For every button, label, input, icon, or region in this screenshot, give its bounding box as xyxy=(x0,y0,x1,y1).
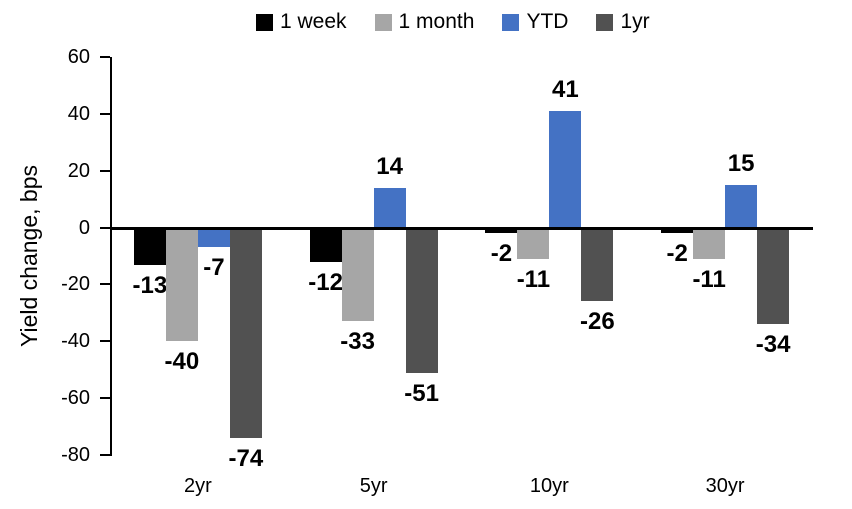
data-label-1-week-5yr: -12 xyxy=(308,268,343,296)
data-label-1yr-30yr: -34 xyxy=(755,331,791,359)
y-tick-mark xyxy=(100,283,110,286)
x-category-label-2yr: 2yr xyxy=(183,475,212,497)
bar-1yr-30yr xyxy=(757,227,790,325)
y-tick-mark xyxy=(100,397,110,400)
data-label-1yr-10yr: -26 xyxy=(580,308,615,336)
legend-item-ytd: YTD xyxy=(502,10,568,34)
legend-label: YTD xyxy=(526,10,569,33)
legend-swatch-icon xyxy=(502,13,520,31)
data-label-ytd-5yr: 14 xyxy=(376,152,403,180)
bar-1yr-5yr xyxy=(405,227,438,373)
y-tick-mark xyxy=(100,169,110,172)
y-tick-label: -60 xyxy=(61,387,90,410)
bar-1-month-5yr xyxy=(341,227,374,322)
bar-1yr-10yr xyxy=(581,227,614,302)
bar-1-week-5yr xyxy=(309,227,342,262)
bar-1-month-10yr xyxy=(517,227,550,259)
legend-item-1-month: 1 month xyxy=(374,10,475,34)
y-tick-mark xyxy=(100,340,110,343)
y-tick-label: -20 xyxy=(61,273,90,296)
legend-item-1-week: 1 week xyxy=(256,10,347,34)
legend: 1 week 1 month YTD 1yr xyxy=(256,10,650,34)
x-axis-zero-line xyxy=(110,226,813,230)
data-label-1-month-5yr: -33 xyxy=(340,328,375,356)
bar-ytd-2yr xyxy=(197,227,230,248)
y-tick-mark xyxy=(100,56,110,58)
y-tick-mark xyxy=(100,226,110,229)
bar-1-week-10yr xyxy=(485,227,518,234)
data-label-ytd-30yr: 15 xyxy=(727,149,755,177)
data-label-1yr-5yr: -51 xyxy=(404,379,439,407)
data-label-1-week-30yr: -2 xyxy=(666,240,688,268)
legend-label: 1yr xyxy=(620,10,650,33)
data-label-1-month-10yr: -11 xyxy=(516,265,551,293)
data-label-1-month-30yr: -11 xyxy=(692,265,726,293)
data-label-1-week-10yr: -2 xyxy=(490,240,513,268)
bar-1-month-30yr xyxy=(693,227,726,259)
legend-label: 1 week xyxy=(280,10,347,33)
legend-swatch-icon xyxy=(256,13,273,31)
bar-ytd-5yr xyxy=(373,187,406,228)
y-tick-label: 40 xyxy=(67,102,90,125)
bar-ytd-30yr xyxy=(725,184,758,228)
y-tick-mark xyxy=(100,454,110,456)
y-tick-label: -80 xyxy=(61,444,90,466)
x-category-label-5yr: 5yr xyxy=(359,475,388,497)
y-tick-mark xyxy=(100,112,110,115)
bar-1-week-30yr xyxy=(661,227,694,234)
bar-1-month-2yr xyxy=(165,227,198,342)
legend-label: 1 month xyxy=(398,10,475,33)
y-tick-label: 60 xyxy=(67,46,90,68)
bar-1yr-2yr xyxy=(229,227,262,438)
data-label-1-week-2yr: -13 xyxy=(132,271,168,299)
data-label-1-month-2yr: -40 xyxy=(164,348,200,376)
x-category-label-10yr: 10yr xyxy=(529,475,569,497)
y-tick-label: -40 xyxy=(61,330,90,353)
data-label-ytd-10yr: 41 xyxy=(552,76,579,103)
data-label-ytd-2yr: -7 xyxy=(203,254,225,282)
legend-item-1yr: 1yr xyxy=(596,10,650,34)
bar-1-week-2yr xyxy=(133,227,166,265)
y-tick-label: 20 xyxy=(67,159,90,182)
y-tick-label: 0 xyxy=(78,216,90,239)
bar-ytd-10yr xyxy=(549,111,582,228)
legend-swatch-icon xyxy=(374,13,392,31)
data-label-1yr-2yr: -74 xyxy=(228,444,264,472)
legend-swatch-icon xyxy=(596,13,614,31)
x-category-label-30yr: 30yr xyxy=(705,475,745,497)
y-axis-line xyxy=(110,57,112,456)
